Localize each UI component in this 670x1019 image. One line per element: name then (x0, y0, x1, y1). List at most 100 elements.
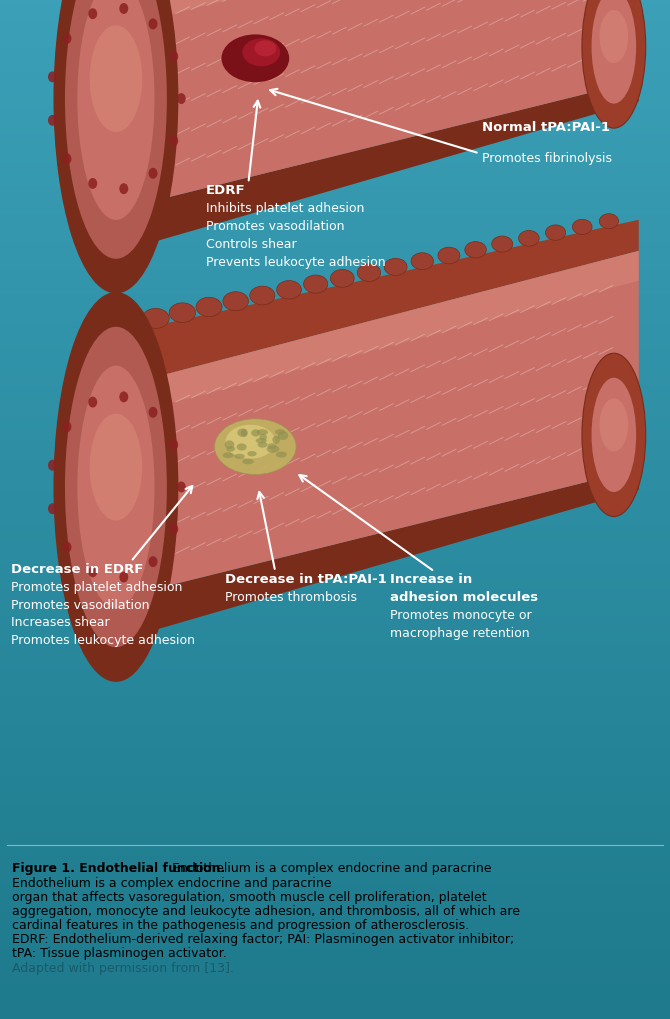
Ellipse shape (582, 0, 646, 129)
Text: Prevents leukocyte adhesion: Prevents leukocyte adhesion (206, 256, 385, 269)
Ellipse shape (272, 436, 280, 444)
Ellipse shape (88, 178, 97, 190)
Ellipse shape (119, 572, 128, 583)
Text: Decrease in EDRF: Decrease in EDRF (11, 562, 144, 575)
Ellipse shape (48, 72, 57, 84)
Ellipse shape (572, 220, 592, 235)
Polygon shape (146, 82, 639, 245)
Text: macrophage retention: macrophage retention (390, 627, 529, 640)
Polygon shape (146, 470, 639, 633)
Ellipse shape (226, 446, 235, 452)
Ellipse shape (119, 4, 128, 15)
Ellipse shape (277, 432, 288, 440)
Ellipse shape (119, 184, 128, 195)
Text: Promotes leukocyte adhesion: Promotes leukocyte adhesion (11, 634, 196, 647)
Text: aggregation, monocyte and leukocyte adhesion, and thrombosis, all of which are: aggregation, monocyte and leukocyte adhe… (12, 904, 520, 917)
Ellipse shape (255, 42, 276, 57)
Ellipse shape (149, 408, 157, 419)
Ellipse shape (243, 40, 280, 67)
Text: organ that affects vasoregulation, smooth muscle cell proliferation, platelet: organ that affects vasoregulation, smoot… (12, 890, 486, 903)
Ellipse shape (65, 327, 167, 647)
Ellipse shape (62, 34, 72, 45)
Polygon shape (146, 252, 639, 410)
Ellipse shape (62, 154, 72, 165)
Ellipse shape (223, 292, 249, 312)
Ellipse shape (149, 556, 157, 568)
Ellipse shape (77, 0, 155, 221)
Text: EDRF: Endothelium-derived relaxing factor; PAI: Plasminogen activator inhibitor;: EDRF: Endothelium-derived relaxing facto… (12, 931, 515, 945)
Ellipse shape (54, 293, 178, 682)
Ellipse shape (142, 309, 170, 329)
Polygon shape (146, 220, 639, 380)
Text: Promotes monocyte or: Promotes monocyte or (390, 609, 531, 622)
Ellipse shape (411, 254, 433, 270)
Ellipse shape (259, 434, 267, 441)
Ellipse shape (247, 451, 257, 457)
Ellipse shape (582, 354, 646, 517)
Ellipse shape (275, 430, 285, 435)
Ellipse shape (357, 265, 381, 282)
Ellipse shape (257, 442, 267, 448)
Ellipse shape (492, 236, 513, 253)
Ellipse shape (149, 19, 157, 31)
Text: tPA: Tissue plasminogen activator.: tPA: Tissue plasminogen activator. (12, 946, 226, 959)
Text: adhesion molecules: adhesion molecules (390, 590, 538, 603)
Text: Promotes vasodilation: Promotes vasodilation (11, 598, 150, 611)
Ellipse shape (48, 116, 57, 126)
Text: Promotes fibrinolysis: Promotes fibrinolysis (482, 152, 612, 165)
Ellipse shape (234, 454, 245, 460)
Ellipse shape (90, 415, 142, 521)
Ellipse shape (48, 503, 57, 515)
Ellipse shape (88, 567, 97, 578)
Text: cardinal features in the pathogenesis and progression of atherosclerosis.: cardinal features in the pathogenesis an… (12, 918, 469, 930)
Ellipse shape (170, 304, 196, 323)
Ellipse shape (119, 392, 128, 403)
Ellipse shape (170, 440, 178, 450)
Ellipse shape (241, 429, 248, 437)
Ellipse shape (438, 248, 460, 265)
Ellipse shape (170, 524, 178, 535)
Ellipse shape (276, 452, 287, 459)
Text: Endothelium is a complex endocrine and paracrine: Endothelium is a complex endocrine and p… (12, 875, 332, 889)
Ellipse shape (250, 287, 275, 306)
Polygon shape (146, 252, 639, 592)
Ellipse shape (222, 453, 234, 459)
Ellipse shape (599, 215, 618, 229)
Ellipse shape (77, 366, 155, 608)
Text: Decrease in tPA:PAI-1: Decrease in tPA:PAI-1 (226, 572, 387, 585)
Ellipse shape (222, 36, 289, 84)
Text: Promotes vasodilation: Promotes vasodilation (206, 220, 344, 233)
Ellipse shape (600, 399, 628, 452)
Ellipse shape (65, 0, 167, 260)
Ellipse shape (519, 231, 539, 247)
Text: Promotes platelet adhesion: Promotes platelet adhesion (11, 580, 183, 593)
Polygon shape (146, 0, 639, 204)
Ellipse shape (277, 281, 302, 300)
Polygon shape (146, 0, 639, 22)
Ellipse shape (592, 378, 636, 492)
Text: Normal tPA:PAI-1: Normal tPA:PAI-1 (482, 121, 610, 135)
Ellipse shape (170, 137, 178, 147)
Text: Endothelium is a complex endocrine and paracrine: Endothelium is a complex endocrine and p… (168, 861, 492, 873)
Ellipse shape (224, 441, 234, 449)
Ellipse shape (242, 460, 254, 465)
Text: Controls shear: Controls shear (206, 237, 296, 251)
Ellipse shape (600, 11, 628, 64)
Ellipse shape (88, 397, 97, 409)
Ellipse shape (177, 482, 186, 493)
Ellipse shape (88, 9, 97, 20)
Ellipse shape (257, 430, 268, 436)
Ellipse shape (54, 0, 178, 293)
Ellipse shape (237, 444, 247, 451)
Ellipse shape (177, 94, 186, 105)
Ellipse shape (251, 430, 261, 437)
Text: Promotes thrombosis: Promotes thrombosis (226, 590, 358, 603)
Ellipse shape (48, 461, 57, 471)
Text: Adapted with permission from [13].: Adapted with permission from [13]. (12, 961, 234, 974)
Ellipse shape (256, 438, 267, 444)
Ellipse shape (267, 443, 276, 449)
Ellipse shape (465, 243, 486, 259)
Ellipse shape (330, 270, 354, 288)
Text: EDRF: EDRF (206, 184, 245, 197)
Ellipse shape (226, 425, 275, 460)
